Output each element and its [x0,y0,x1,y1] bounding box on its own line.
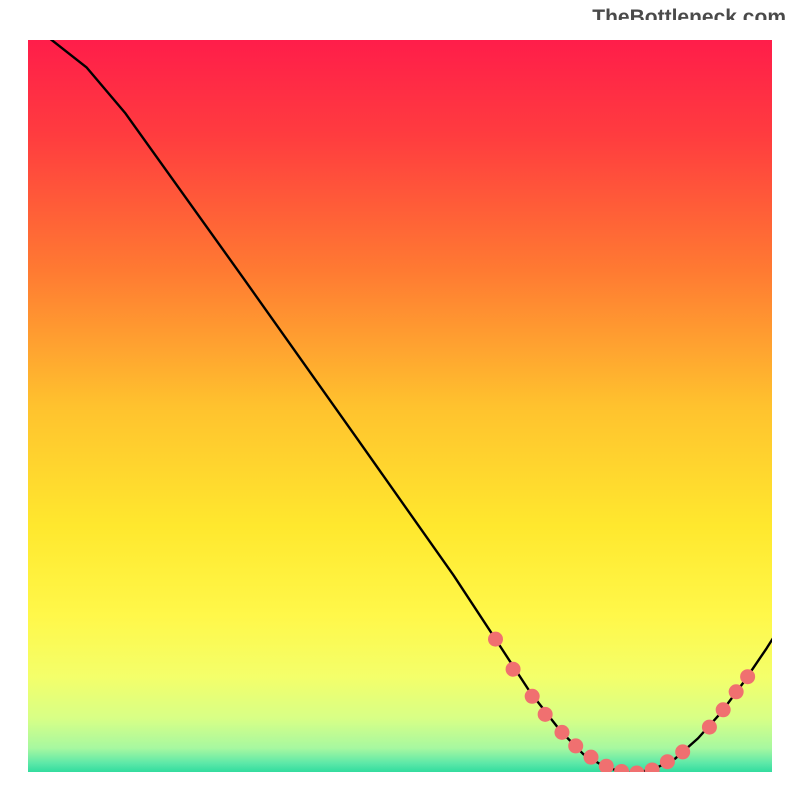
curve-marker [716,702,731,717]
bottleneck-curve [18,26,782,773]
curve-marker [584,750,599,765]
curve-markers-group [488,632,755,781]
curve-marker [675,744,690,759]
curve-marker [660,754,675,769]
curve-marker [554,725,569,740]
curve-marker [506,662,521,677]
chart-frame [18,30,782,782]
curve-marker [702,720,717,735]
chart-area [18,30,782,782]
curve-marker [599,759,614,774]
curve-marker [538,707,553,722]
curve-marker [729,684,744,699]
curve-marker [568,738,583,753]
chart-svg [18,30,782,782]
curve-marker [488,632,503,647]
curve-marker [740,669,755,684]
curve-marker [525,689,540,704]
